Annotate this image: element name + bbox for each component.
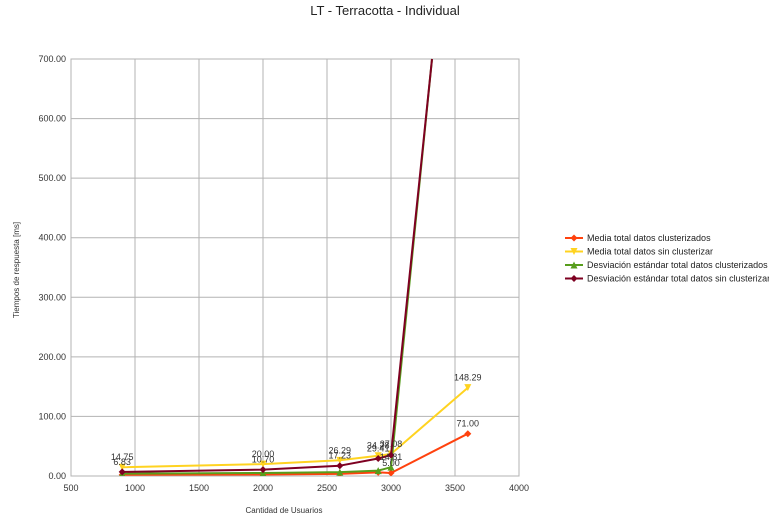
data-point [259,466,267,474]
data-label: 29.41 [367,443,390,453]
y-tick-label: 0.00 [48,471,66,481]
data-point [387,469,395,476]
legend-label: Desviación estándar total datos sin clus… [587,274,769,284]
data-label: 26.29 [329,445,352,455]
data-label: 17.23 [329,451,352,461]
legend-item: Desviación estándar total datos clusteri… [565,260,768,270]
y-tick-label: 600.00 [38,114,66,124]
data-label: 71.00 [457,419,480,429]
data-label: 14.75 [111,452,134,462]
y-axis-title: Tiempos de respuesta [ms] [12,222,21,318]
legend-label: Media total datos sin clusterizar [587,247,713,257]
y-tick-label: 300.00 [38,292,66,302]
series-4 [118,58,433,476]
data-label: 148.29 [454,373,482,383]
x-tick-label: 3000 [381,483,401,493]
legend-item: Media total datos sin clusterizar [565,247,713,257]
data-label: 5.00 [382,458,400,468]
legend-marker [570,234,578,242]
series-line [122,58,433,473]
data-point [259,460,267,468]
legend-item: Desviación estándar total datos sin clus… [565,274,769,284]
grid [70,58,520,477]
data-point [374,467,382,475]
plot-frame [70,58,520,477]
data-point [118,463,126,471]
x-axis-title: Cantidad de Usuarios [246,506,323,515]
data-point [464,430,472,438]
x-tick-label: 2500 [317,483,337,493]
data-point [118,468,126,476]
series-line [122,432,469,476]
data-point [464,384,472,392]
x-tick-label: 3500 [445,483,465,493]
legend-label: Media total datos clusterizados [587,233,711,243]
data-point [374,454,382,462]
x-tick-label: 1000 [125,483,145,493]
legend-marker [570,261,578,269]
x-tick-label: 4000 [509,483,529,493]
series-3 [119,58,433,476]
chart-title: LT - Terracotta - Individual [310,3,460,18]
y-tick-label: 700.00 [38,54,66,64]
data-point [387,451,395,459]
series-line [122,386,469,469]
x-tick-label: 500 [63,483,78,493]
data-label: 20.00 [252,449,275,459]
data-point [336,456,344,464]
legend-marker [570,275,578,282]
series-line [122,58,433,475]
y-tick-label: 100.00 [38,411,66,421]
x-tick-label: 1500 [189,483,209,493]
legend-label: Desviación estándar total datos clusteri… [587,260,768,270]
data-point [336,468,344,476]
legend: Media total datos clusterizados Media tot… [565,233,769,284]
legend-item: Media total datos clusterizados [565,233,711,243]
data-label: 6.83 [113,457,131,467]
data-point [336,462,344,470]
y-tick-label: 400.00 [38,233,66,243]
legend-marker [570,248,578,255]
y-tick-label: 200.00 [38,352,66,362]
x-tick-label: 2000 [253,483,273,493]
series-2 [118,384,472,471]
data-label: 37.08 [380,439,403,449]
data-point [387,463,395,471]
y-tick-label: 500.00 [38,173,66,183]
data-label: 14.81 [380,452,403,462]
series-layer [118,58,472,476]
data-label: 34.28 [367,441,390,451]
data-label: 10.70 [252,455,275,465]
axes: 0.00 100.00 200.00 300.00 400.00 500.00 600.00… [38,54,529,493]
